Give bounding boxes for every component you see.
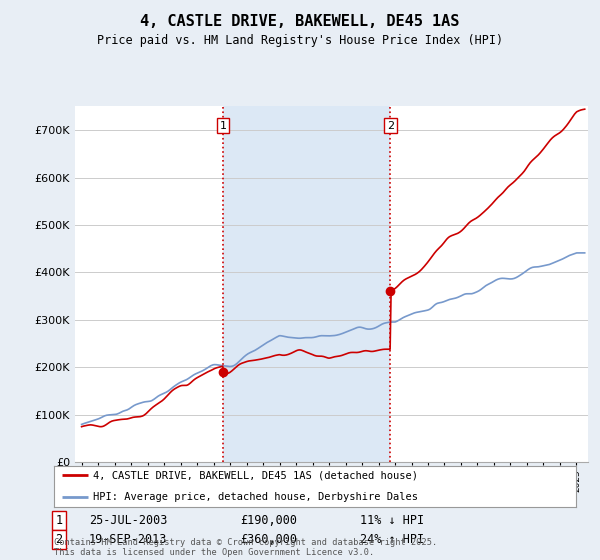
Text: 19-SEP-2013: 19-SEP-2013 bbox=[89, 533, 167, 546]
Text: 4, CASTLE DRIVE, BAKEWELL, DE45 1AS (detached house): 4, CASTLE DRIVE, BAKEWELL, DE45 1AS (det… bbox=[93, 470, 418, 480]
Text: 1: 1 bbox=[55, 514, 62, 527]
Text: Price paid vs. HM Land Registry's House Price Index (HPI): Price paid vs. HM Land Registry's House … bbox=[97, 34, 503, 46]
Text: £190,000: £190,000 bbox=[240, 514, 297, 527]
Text: 2: 2 bbox=[55, 533, 62, 546]
Text: 11% ↓ HPI: 11% ↓ HPI bbox=[360, 514, 424, 527]
Text: 25-JUL-2003: 25-JUL-2003 bbox=[89, 514, 167, 527]
Bar bbox=[223, 106, 391, 462]
Text: 2: 2 bbox=[387, 120, 394, 130]
Text: £360,000: £360,000 bbox=[240, 533, 297, 546]
Text: 1: 1 bbox=[220, 120, 226, 130]
Text: Contains HM Land Registry data © Crown copyright and database right 2025.
This d: Contains HM Land Registry data © Crown c… bbox=[54, 538, 437, 557]
Text: 4, CASTLE DRIVE, BAKEWELL, DE45 1AS: 4, CASTLE DRIVE, BAKEWELL, DE45 1AS bbox=[140, 14, 460, 29]
Text: HPI: Average price, detached house, Derbyshire Dales: HPI: Average price, detached house, Derb… bbox=[93, 492, 418, 502]
Text: 24% ↑ HPI: 24% ↑ HPI bbox=[360, 533, 424, 546]
